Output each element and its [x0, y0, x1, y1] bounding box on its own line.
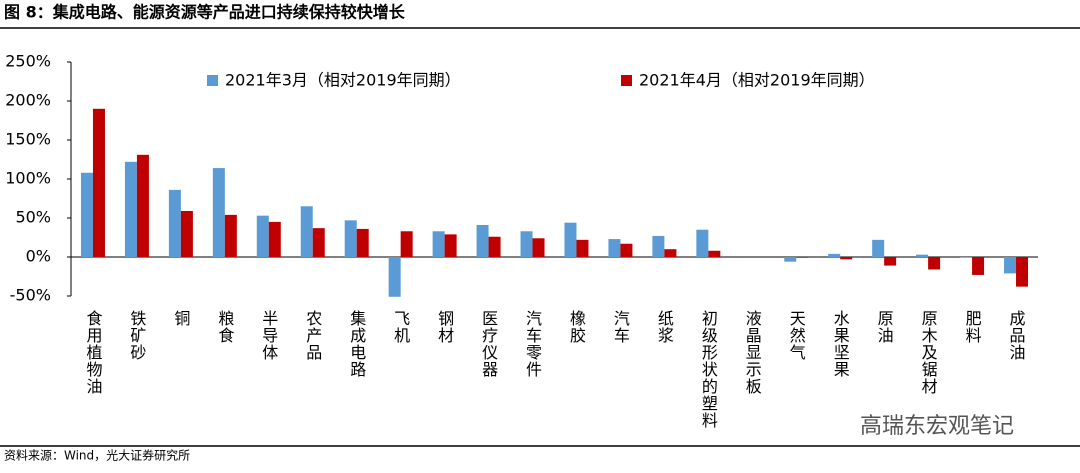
x-tick-label: 橡胶	[567, 310, 586, 344]
bar	[784, 257, 797, 262]
y-tick-label: 250%	[5, 52, 51, 71]
bar	[224, 214, 237, 257]
x-tick-label: 纸浆	[655, 310, 674, 344]
x-tick-label: 医疗仪器	[479, 310, 498, 378]
bar	[400, 231, 413, 257]
bar	[444, 234, 457, 257]
chart-title: 图 8：集成电路、能源资源等产品进口持续保持较快增长	[4, 3, 406, 22]
x-tick-label: 原木及锯材	[919, 310, 938, 395]
x-tick-label: 农产品	[303, 310, 322, 361]
x-tick-label: 飞机	[391, 310, 410, 344]
bar	[928, 257, 941, 270]
x-tick-label: 食用植物油	[83, 310, 102, 395]
bar	[576, 239, 589, 257]
y-tick-label: -50%	[10, 286, 51, 305]
bar	[212, 168, 225, 257]
bar	[620, 243, 633, 257]
bar	[92, 108, 105, 257]
bar	[520, 231, 533, 257]
bar	[180, 210, 193, 257]
bar	[344, 220, 357, 257]
bar	[488, 236, 501, 257]
y-tick-label: 50%	[15, 208, 51, 227]
y-tick-label: 0%	[26, 247, 51, 266]
bar	[564, 222, 577, 257]
bar	[828, 253, 841, 257]
bar	[168, 189, 181, 257]
bar	[80, 172, 93, 257]
bar	[312, 228, 325, 257]
bar	[696, 229, 709, 257]
watermark: 高瑞东宏观笔记	[860, 414, 1014, 439]
x-tick-label: 汽车零件	[523, 310, 542, 378]
bar	[268, 221, 281, 257]
bar	[796, 257, 809, 258]
bar	[256, 215, 269, 257]
bar	[708, 250, 721, 257]
x-tick-label: 成品油	[1007, 310, 1026, 361]
legend-swatch	[207, 75, 218, 86]
bar	[300, 206, 313, 257]
bar	[960, 257, 973, 258]
x-tick-label: 半导体	[259, 310, 278, 361]
bar	[476, 225, 489, 257]
bar	[840, 257, 853, 260]
x-tick-label: 粮食	[215, 310, 234, 344]
bar	[432, 231, 445, 257]
x-tick-label: 集成电路	[347, 310, 366, 378]
x-tick-label: 天然气	[787, 310, 806, 361]
bar	[608, 239, 621, 257]
bar	[884, 257, 897, 266]
x-tick-label: 水果坚果	[831, 310, 850, 378]
legend-label: 2021年4月（相对2019年同期）	[639, 71, 875, 90]
x-tick-label: 液晶显示板	[743, 310, 762, 395]
x-tick-label: 铁矿砂	[127, 310, 146, 361]
bar	[356, 228, 369, 257]
bar	[388, 257, 401, 297]
bar	[664, 249, 677, 257]
bar	[1016, 257, 1029, 287]
x-tick-label: 原油	[875, 310, 894, 344]
bar	[136, 154, 149, 257]
x-tick-label: 肥料	[963, 310, 982, 344]
x-tick-label: 汽车	[611, 310, 630, 344]
x-tick-label: 铜	[171, 310, 190, 327]
bar	[872, 239, 885, 257]
bar	[972, 257, 985, 275]
y-tick-label: 200%	[5, 91, 51, 110]
legend-swatch	[621, 75, 632, 86]
x-tick-label: 钢材	[435, 310, 454, 344]
source: 资料来源：Wind，光大证券研究所	[4, 448, 190, 463]
legend-label: 2021年3月（相对2019年同期）	[225, 71, 461, 90]
bar	[1004, 257, 1017, 274]
y-tick-label: 150%	[5, 130, 51, 149]
bar	[124, 161, 137, 257]
bar	[652, 235, 665, 257]
bar	[532, 238, 545, 257]
bar	[916, 254, 929, 257]
x-tick-label: 初级形状的塑料	[699, 310, 718, 429]
y-tick-label: 100%	[5, 169, 51, 188]
